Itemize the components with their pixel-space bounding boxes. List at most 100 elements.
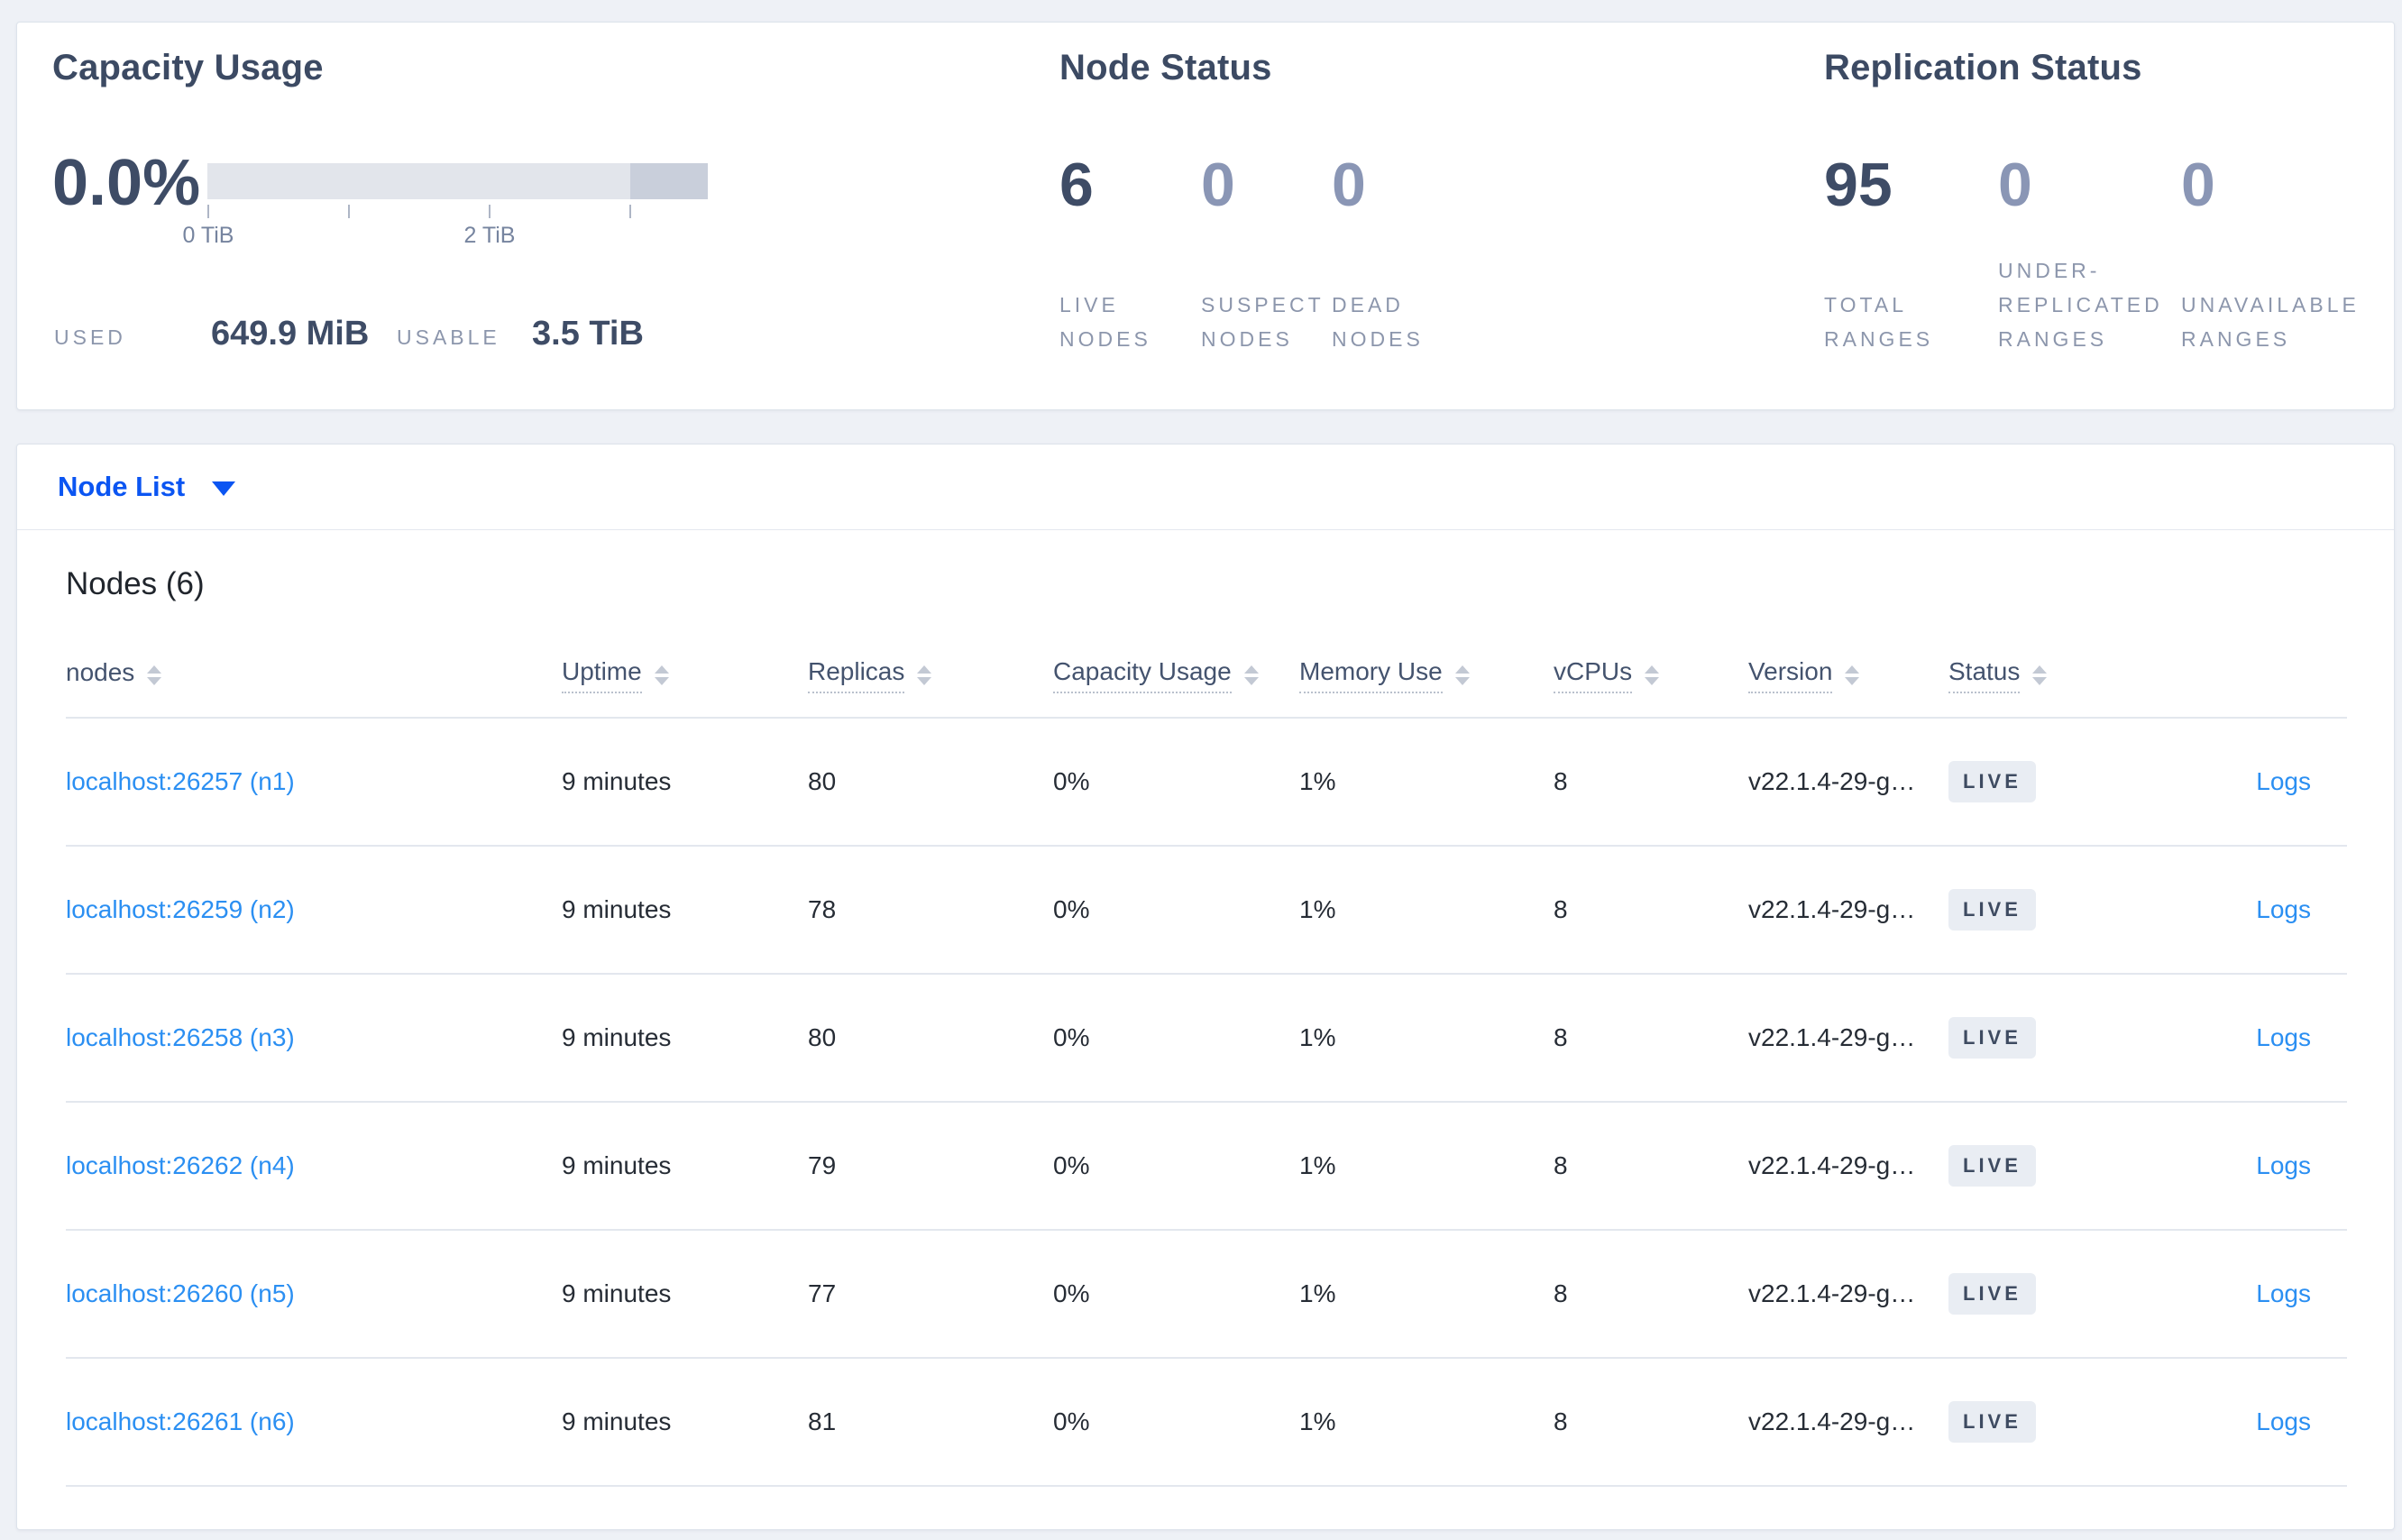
capacity-bar-dark-segment bbox=[630, 163, 708, 199]
usable-value: 3.5 TiB bbox=[532, 315, 644, 353]
column-header-Status[interactable]: Status bbox=[1948, 657, 2149, 693]
sort-arrows-icon bbox=[1645, 665, 1660, 685]
capacity-axis-tick bbox=[207, 205, 209, 218]
status-badge: LIVE bbox=[1948, 1401, 2036, 1443]
version-cell: v22.1.4-29-g… bbox=[1748, 1023, 1916, 1051]
capacity-usage-cell: 0% bbox=[1053, 1023, 1090, 1051]
logs-link[interactable]: Logs bbox=[2256, 1407, 2311, 1435]
capacity-usage-cell: 0% bbox=[1053, 1407, 1090, 1435]
sort-asc-icon bbox=[1845, 665, 1860, 674]
sort-asc-icon bbox=[147, 665, 162, 674]
status-badge: LIVE bbox=[1948, 1273, 2036, 1315]
stat-label: UNDER-REPLICATED RANGES bbox=[1998, 259, 2163, 351]
stat-value: 0 bbox=[2181, 151, 2215, 219]
column-header-Memory Use[interactable]: Memory Use bbox=[1299, 657, 1554, 693]
column-header-Replicas[interactable]: Replicas bbox=[808, 657, 1053, 693]
view-selector-dropdown[interactable]: Node List bbox=[17, 445, 2394, 530]
capacity-usage-cell: 0% bbox=[1053, 767, 1090, 795]
node-link[interactable]: localhost:26261 (n6) bbox=[66, 1407, 295, 1435]
sort-arrows-icon bbox=[1845, 665, 1860, 685]
status-cell: LIVE bbox=[1948, 1017, 2149, 1059]
memory-use-cell: 1% bbox=[1299, 1279, 1336, 1307]
stat-label: TOTAL RANGES bbox=[1824, 293, 1934, 351]
capacity-axis-tick bbox=[629, 205, 631, 218]
status-badge: LIVE bbox=[1948, 1145, 2036, 1187]
version-cell: v22.1.4-29-g… bbox=[1748, 767, 1916, 795]
node-status-title: Node Status bbox=[1059, 48, 1272, 87]
used-value: 649.9 MiB bbox=[211, 315, 370, 353]
memory-use-cell: 1% bbox=[1299, 895, 1336, 923]
node-name-cell: localhost:26261 (n6) bbox=[66, 1407, 562, 1436]
uptime-cell: 9 minutes bbox=[562, 767, 672, 795]
node-link[interactable]: localhost:26257 (n1) bbox=[66, 767, 295, 795]
sort-asc-icon bbox=[1243, 665, 1259, 674]
logs-link[interactable]: Logs bbox=[2256, 1279, 2311, 1307]
version-cell: v22.1.4-29-g… bbox=[1748, 1151, 1916, 1179]
stat-label: SUSPECT NODES bbox=[1201, 293, 1325, 351]
table-row: localhost:26261 (n6) 9 minutes 81 0% 1% 8 v22.… bbox=[66, 1359, 2347, 1487]
node-link[interactable]: localhost:26260 (n5) bbox=[66, 1279, 295, 1307]
column-header-Capacity Usage[interactable]: Capacity Usage bbox=[1053, 657, 1299, 693]
sort-desc-icon bbox=[2032, 677, 2048, 685]
vcpus-cell: 8 bbox=[1554, 1151, 1568, 1179]
column-header-nodes[interactable]: nodes bbox=[66, 658, 562, 692]
usable-label: USABLE bbox=[397, 325, 500, 349]
uptime-cell: 9 minutes bbox=[562, 1279, 672, 1307]
chevron-down-icon bbox=[212, 481, 236, 496]
node-link[interactable]: localhost:26258 (n3) bbox=[66, 1023, 295, 1051]
column-header-Version[interactable]: Version bbox=[1748, 657, 1948, 693]
node-status-group: Node Status 6 LIVE NODES 0 SUSPECT NODES 0 DE… bbox=[1059, 48, 1799, 383]
version-cell: v22.1.4-29-g… bbox=[1748, 1407, 1916, 1435]
node-name-cell: localhost:26260 (n5) bbox=[66, 1279, 562, 1308]
capacity-used-usable-row: USED 649.9 MiB USABLE 3.5 TiB bbox=[52, 315, 1026, 358]
logs-link[interactable]: Logs bbox=[2256, 1023, 2311, 1051]
capacity-bar bbox=[207, 163, 708, 199]
column-header-Uptime[interactable]: Uptime bbox=[562, 657, 808, 693]
sort-desc-icon bbox=[654, 677, 669, 685]
logs-link[interactable]: Logs bbox=[2256, 1151, 2311, 1179]
stat-item: 0 UNAVAILABLE RANGES bbox=[2181, 149, 2372, 356]
logs-link[interactable]: Logs bbox=[2256, 895, 2311, 923]
column-header-vCPUs[interactable]: vCPUs bbox=[1554, 657, 1748, 693]
cluster-overview-card: Capacity Usage 0.0% 0 TiB 2 TiB USED 649… bbox=[16, 22, 2395, 410]
stat-item: 0 DEAD NODES bbox=[1332, 149, 1476, 356]
column-header-label: Replicas bbox=[808, 657, 905, 693]
column-header-label: nodes bbox=[66, 658, 135, 686]
node-name-cell: localhost:26257 (n1) bbox=[66, 767, 562, 796]
capacity-usage-group: Capacity Usage 0.0% 0 TiB 2 TiB USED 649… bbox=[52, 48, 1026, 383]
table-row: localhost:26259 (n2) 9 minutes 78 0% 1% 8 v22.… bbox=[66, 847, 2347, 975]
capacity-usage-cell: 0% bbox=[1053, 1151, 1090, 1179]
sort-arrows-icon bbox=[917, 665, 932, 685]
sort-asc-icon bbox=[654, 665, 669, 674]
sort-asc-icon bbox=[917, 665, 932, 674]
logs-cell: Logs bbox=[2149, 1407, 2347, 1436]
replicas-cell: 81 bbox=[808, 1407, 837, 1435]
node-link[interactable]: localhost:26259 (n2) bbox=[66, 895, 295, 923]
status-badge: LIVE bbox=[1948, 889, 2036, 930]
stat-value: 0 bbox=[1332, 151, 1366, 219]
column-header-label: Status bbox=[1948, 657, 2021, 693]
logs-cell: Logs bbox=[2149, 767, 2347, 796]
memory-use-cell: 1% bbox=[1299, 1407, 1336, 1435]
status-cell: LIVE bbox=[1948, 1401, 2149, 1443]
logs-cell: Logs bbox=[2149, 1279, 2347, 1308]
node-link[interactable]: localhost:26262 (n4) bbox=[66, 1151, 295, 1179]
column-header-label: Memory Use bbox=[1299, 657, 1443, 693]
nodes-heading: Nodes (6) bbox=[66, 566, 205, 601]
memory-use-cell: 1% bbox=[1299, 1023, 1336, 1051]
replicas-cell: 77 bbox=[808, 1279, 837, 1307]
stat-value: 6 bbox=[1059, 151, 1094, 219]
replicas-cell: 80 bbox=[808, 767, 837, 795]
column-header-label: Uptime bbox=[562, 657, 642, 693]
sort-desc-icon bbox=[917, 677, 932, 685]
capacity-used-percent: 0.0% bbox=[52, 147, 201, 219]
sort-arrows-icon bbox=[147, 665, 162, 685]
replicas-cell: 79 bbox=[808, 1151, 837, 1179]
replication-status-group: Replication Status 95 TOTAL RANGES 0 UNDER-… bbox=[1824, 48, 2383, 383]
sort-asc-icon bbox=[2032, 665, 2048, 674]
replicas-cell: 78 bbox=[808, 895, 837, 923]
uptime-cell: 9 minutes bbox=[562, 895, 672, 923]
logs-link[interactable]: Logs bbox=[2256, 767, 2311, 795]
capacity-axis-label-2: 2 TiB bbox=[463, 223, 516, 248]
stat-item: 6 LIVE NODES bbox=[1059, 149, 1195, 356]
